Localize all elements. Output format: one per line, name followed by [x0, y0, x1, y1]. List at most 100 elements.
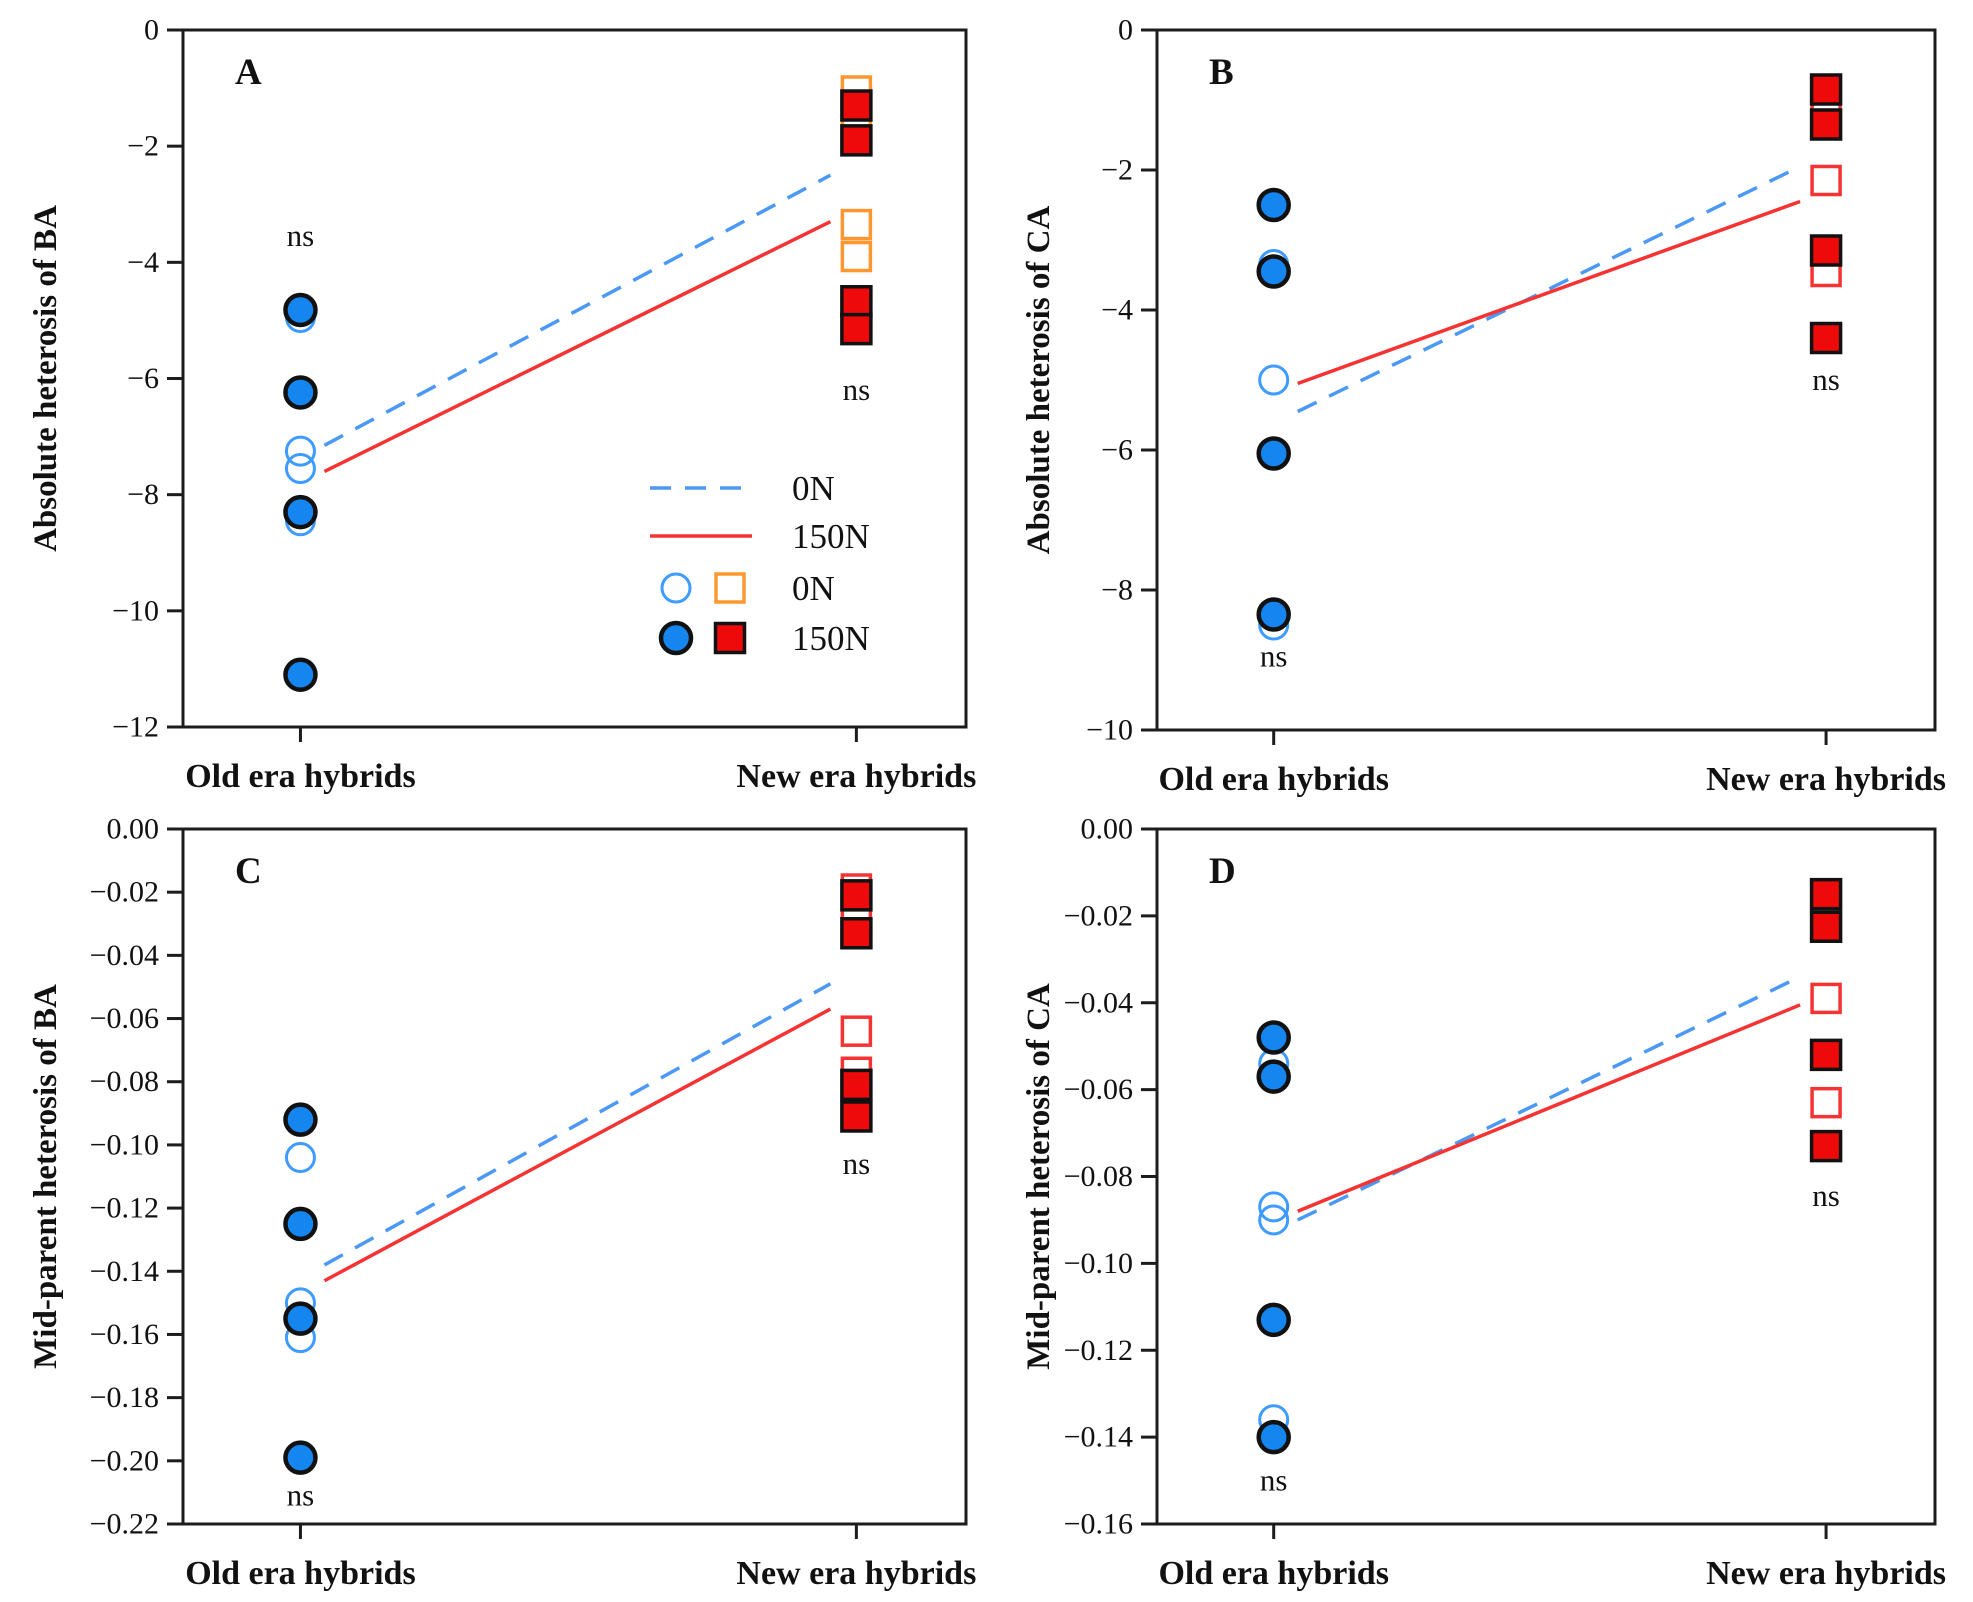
y-tick-label: −0.06: [1064, 1073, 1133, 1106]
ns-annotation: ns: [843, 1146, 871, 1181]
filled-circle-point: [1256, 436, 1291, 471]
filled-circle-point: [283, 1102, 318, 1137]
x-category-label: Old era hybrids: [1158, 761, 1388, 798]
open-circle-point: [284, 1142, 316, 1174]
y-tick-label: −8: [127, 478, 159, 511]
panel-letter: A: [235, 52, 262, 93]
legend-label: 150N: [792, 619, 870, 658]
filled-circle-point: [283, 1206, 318, 1242]
y-tick-label: 0.00: [1081, 813, 1134, 846]
filled-circle-point: [1256, 1419, 1291, 1455]
y-tick-label: −12: [112, 711, 159, 744]
x-category-label: Old era hybrids: [1158, 1555, 1388, 1592]
filled-circle-point: [283, 494, 318, 530]
trend-line-150N: [1297, 1003, 1801, 1213]
x-category-label: New era hybrids: [1706, 761, 1946, 798]
y-tick-label: −4: [1101, 294, 1133, 327]
y-axis-label: Absolute heterosis of CA: [1021, 206, 1057, 555]
y-tick-label: −0.06: [90, 1002, 159, 1035]
filled-square-point: [840, 89, 873, 122]
legend-filled-square-icon: [713, 621, 747, 655]
ns-annotation: ns: [1260, 1463, 1288, 1498]
y-axis-label: Absolute heterosis of BA: [28, 205, 64, 552]
filled-circle-point: [283, 292, 318, 328]
trend-line-0N: [1296, 164, 1801, 414]
trend-line-0N: [1296, 975, 1801, 1222]
filled-circle-point: [1256, 254, 1291, 289]
filled-square-point: [840, 124, 873, 157]
x-category-label: New era hybrids: [1706, 1555, 1946, 1592]
legend-label: 150N: [792, 517, 870, 556]
open-square-point: [840, 208, 873, 241]
open-square-point: [840, 1015, 873, 1047]
filled-circle-point: [283, 375, 318, 410]
filled-circle-point: [283, 1440, 318, 1475]
open-square-point: [840, 240, 873, 273]
filled-square-point: [1809, 321, 1843, 355]
filled-square-point: [840, 1100, 873, 1133]
y-tick-label: 0.00: [107, 813, 160, 846]
y-tick-label: −8: [1101, 574, 1133, 607]
trend-line-150N: [323, 1007, 832, 1283]
filled-square-point: [1809, 1038, 1843, 1072]
trend-line-150N: [1297, 199, 1801, 386]
y-axis-label: Mid-parent heterosis of CA: [1021, 983, 1057, 1370]
open-circle-point: [1258, 1204, 1290, 1236]
legend-filled-circle-icon: [658, 620, 694, 656]
trend-line-0N: [323, 173, 832, 447]
y-tick-label: −0.02: [1064, 899, 1133, 932]
filled-square-point: [1809, 234, 1843, 267]
x-category-label: New era hybrids: [736, 758, 976, 795]
filled-square-point: [1809, 108, 1843, 141]
y-tick-label: −0.14: [1064, 1421, 1133, 1454]
y-tick-label: −0.08: [90, 1065, 159, 1098]
filled-square-point: [840, 917, 873, 950]
y-tick-label: −4: [127, 246, 159, 279]
panel-B-chart: 0 −2 −4 −6 −8 −10 Old era hybrids New era hybri…: [1021, 14, 1946, 799]
y-tick-label: −0.12: [90, 1192, 159, 1225]
panel-D-chart: 0.00 −0.02 −0.04 −0.06 −0.08 −0.10 −0.12 −0.14 −…: [1021, 813, 1946, 1593]
legend-open-circle-icon: [660, 572, 692, 604]
y-tick-label: −2: [1101, 154, 1133, 187]
y-tick-label: −0.16: [1064, 1508, 1133, 1541]
open-square-point: [1810, 164, 1842, 197]
y-tick-label: −0.10: [90, 1128, 159, 1161]
ns-annotation: ns: [843, 372, 871, 407]
y-tick-label: −0.22: [90, 1508, 159, 1541]
y-tick-label: 0: [1118, 14, 1133, 47]
y-tick-label: −0.20: [90, 1444, 159, 1477]
x-category-label: Old era hybrids: [185, 1555, 415, 1592]
ns-annotation: ns: [287, 218, 315, 253]
y-tick-label: −0.14: [90, 1255, 159, 1288]
y-tick-label: −0.10: [1064, 1247, 1133, 1280]
y-tick-label: −2: [127, 130, 159, 163]
filled-circle-point: [1256, 597, 1291, 632]
open-square-point: [1810, 1086, 1842, 1119]
y-tick-label: −0.04: [90, 939, 159, 972]
ns-annotation: ns: [1812, 1178, 1840, 1213]
filled-circle-point: [283, 657, 318, 692]
y-tick-label: −0.08: [1064, 1160, 1133, 1193]
panel-C-chart: 0.00 −0.02 −0.04 −0.06 −0.08 −0.10 −0.12 −0.14 −…: [28, 813, 976, 1593]
filled-circle-point: [1256, 1302, 1291, 1338]
y-tick-label: −0.18: [90, 1381, 159, 1414]
legend-label: 0N: [792, 469, 835, 508]
panel-letter: C: [235, 851, 262, 892]
filled-square-point: [840, 879, 873, 912]
y-tick-label: −6: [1101, 434, 1133, 467]
filled-square-point: [1809, 1129, 1843, 1163]
y-tick-label: −10: [1086, 714, 1133, 747]
y-tick-label: −0.02: [90, 876, 159, 909]
open-circle-point: [1258, 364, 1290, 396]
open-circle-point: [1258, 1191, 1290, 1223]
filled-circle-point: [1256, 1020, 1291, 1055]
y-tick-label: 0: [144, 14, 159, 47]
filled-square-point: [1809, 877, 1843, 911]
filled-square-point: [840, 312, 873, 346]
plot-border: [181, 827, 968, 1526]
x-category-label: New era hybrids: [736, 1555, 976, 1592]
filled-square-point: [840, 284, 873, 318]
filled-square-point: [840, 1068, 873, 1102]
open-circle-point: [284, 453, 316, 485]
